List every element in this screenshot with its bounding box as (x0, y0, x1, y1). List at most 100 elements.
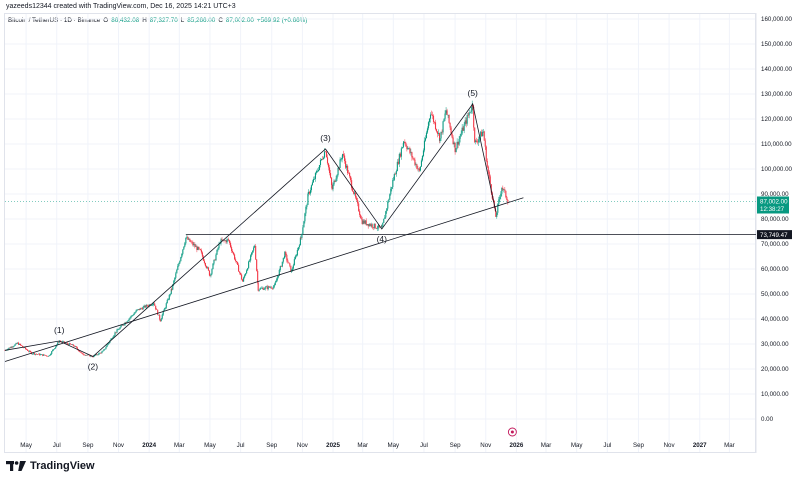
candle-body-up (388, 199, 390, 202)
symbol-name[interactable]: Bitcoin / TetherUS · 1D · Binance (8, 17, 101, 24)
candle-body-down (235, 259, 237, 262)
candle-body-up (315, 171, 318, 173)
candle-body-up (120, 325, 122, 328)
candle-body-down (36, 353, 38, 355)
candle-body-up (110, 338, 112, 341)
candle-body-down (365, 220, 367, 225)
candle-body-up (101, 351, 103, 354)
candle-body-up (274, 282, 276, 285)
candle-body-up (65, 342, 67, 344)
candle-body-down (89, 354, 91, 357)
x-tick-label: May (204, 442, 217, 449)
candle-body-up (442, 121, 444, 133)
candle-body-down (290, 265, 292, 272)
candle-body-up (269, 287, 271, 288)
candle-body-up (366, 224, 368, 225)
candle-body-up (108, 342, 110, 344)
candle-body-up (470, 110, 472, 113)
candle-body-up (444, 113, 446, 119)
candle-body-down (4, 350, 6, 351)
candle-body-down (200, 250, 202, 253)
candle-body-down (481, 131, 483, 137)
candle-body-up (278, 269, 280, 276)
wave-label: (3) (320, 133, 331, 143)
candle-body-up (340, 159, 342, 160)
candle-body-down (66, 342, 68, 344)
level-price-text: 73,749.47 (760, 232, 788, 239)
candle-body-up (387, 201, 389, 209)
candle-body-up (182, 249, 184, 254)
candle-body-down (21, 345, 23, 346)
candle-body-up (265, 286, 267, 288)
candle-body-down (73, 345, 75, 347)
candle-body-down (154, 303, 156, 306)
candle-body-down (47, 356, 49, 357)
candle-body-down (462, 127, 464, 131)
y-tick-label: 50,000.00 (761, 291, 789, 298)
candle-body-up (102, 350, 104, 352)
candle-body-up (251, 252, 253, 256)
candle-body-up (172, 284, 174, 290)
candle-body-down (345, 161, 347, 168)
candle-body-down (262, 287, 264, 290)
candle-body-up (212, 263, 214, 270)
candle-body-up (298, 245, 300, 248)
candle-body-up (264, 287, 266, 289)
candle-body-down (100, 352, 102, 354)
candle-body-up (306, 205, 308, 207)
x-tick-label: Jul (53, 442, 61, 449)
candle-body-down (450, 127, 452, 134)
x-tick-label: Sep (266, 442, 278, 449)
candle-body-up (390, 188, 392, 195)
x-tick-label: 2025 (326, 442, 340, 449)
candle-body-down (308, 191, 310, 194)
candle-body-down (144, 305, 146, 308)
last-price-tag (757, 196, 789, 214)
candle-body-up (439, 138, 441, 142)
candle-body-up (119, 327, 121, 330)
candle-body-up (408, 148, 410, 149)
candle-body-up (335, 178, 337, 182)
candle-body-up (498, 199, 500, 204)
candle-body-up (447, 114, 449, 116)
candle-body-down (221, 239, 223, 241)
candle-body-down (18, 342, 20, 345)
candle-body-down (349, 172, 351, 177)
candle-body-down (378, 225, 380, 228)
candle-body-up (224, 240, 226, 242)
candle-body-down (39, 353, 41, 356)
x-tick-label: Mar (724, 442, 735, 449)
candle-body-down (344, 155, 346, 162)
x-tick-label: Nov (297, 442, 309, 449)
candle-body-up (263, 288, 265, 290)
candle-body-up (137, 309, 139, 310)
candle-body-up (437, 133, 440, 134)
candle-body-up (423, 140, 426, 151)
candle-body-up (277, 275, 279, 278)
candle-body-down (288, 262, 290, 264)
candle-body-up (95, 354, 97, 356)
candle-body-up (128, 318, 130, 321)
candle-body-down (449, 122, 451, 128)
candle-body-up (62, 341, 64, 342)
x-tick-label: Sep (450, 442, 462, 449)
candle-body-up (206, 267, 208, 269)
candle-body-up (93, 355, 95, 358)
candle-body-down (11, 346, 13, 348)
candle-body-up (136, 309, 138, 311)
candle-body-down (199, 248, 201, 250)
candle-body-down (255, 245, 257, 260)
y-tick-label: 40,000.00 (761, 316, 789, 323)
candle-body-down (196, 246, 198, 251)
candle-body-down (156, 309, 158, 310)
candle-body-up (143, 305, 145, 307)
event-marker-dot (510, 430, 514, 434)
candle-body-up (456, 141, 458, 149)
candle-body-up (275, 280, 277, 283)
candle-body-down (330, 177, 333, 186)
low-label: L (180, 17, 185, 24)
candle-body-up (90, 355, 92, 357)
candle-body-up (193, 244, 195, 246)
candle-body-up (176, 269, 178, 274)
